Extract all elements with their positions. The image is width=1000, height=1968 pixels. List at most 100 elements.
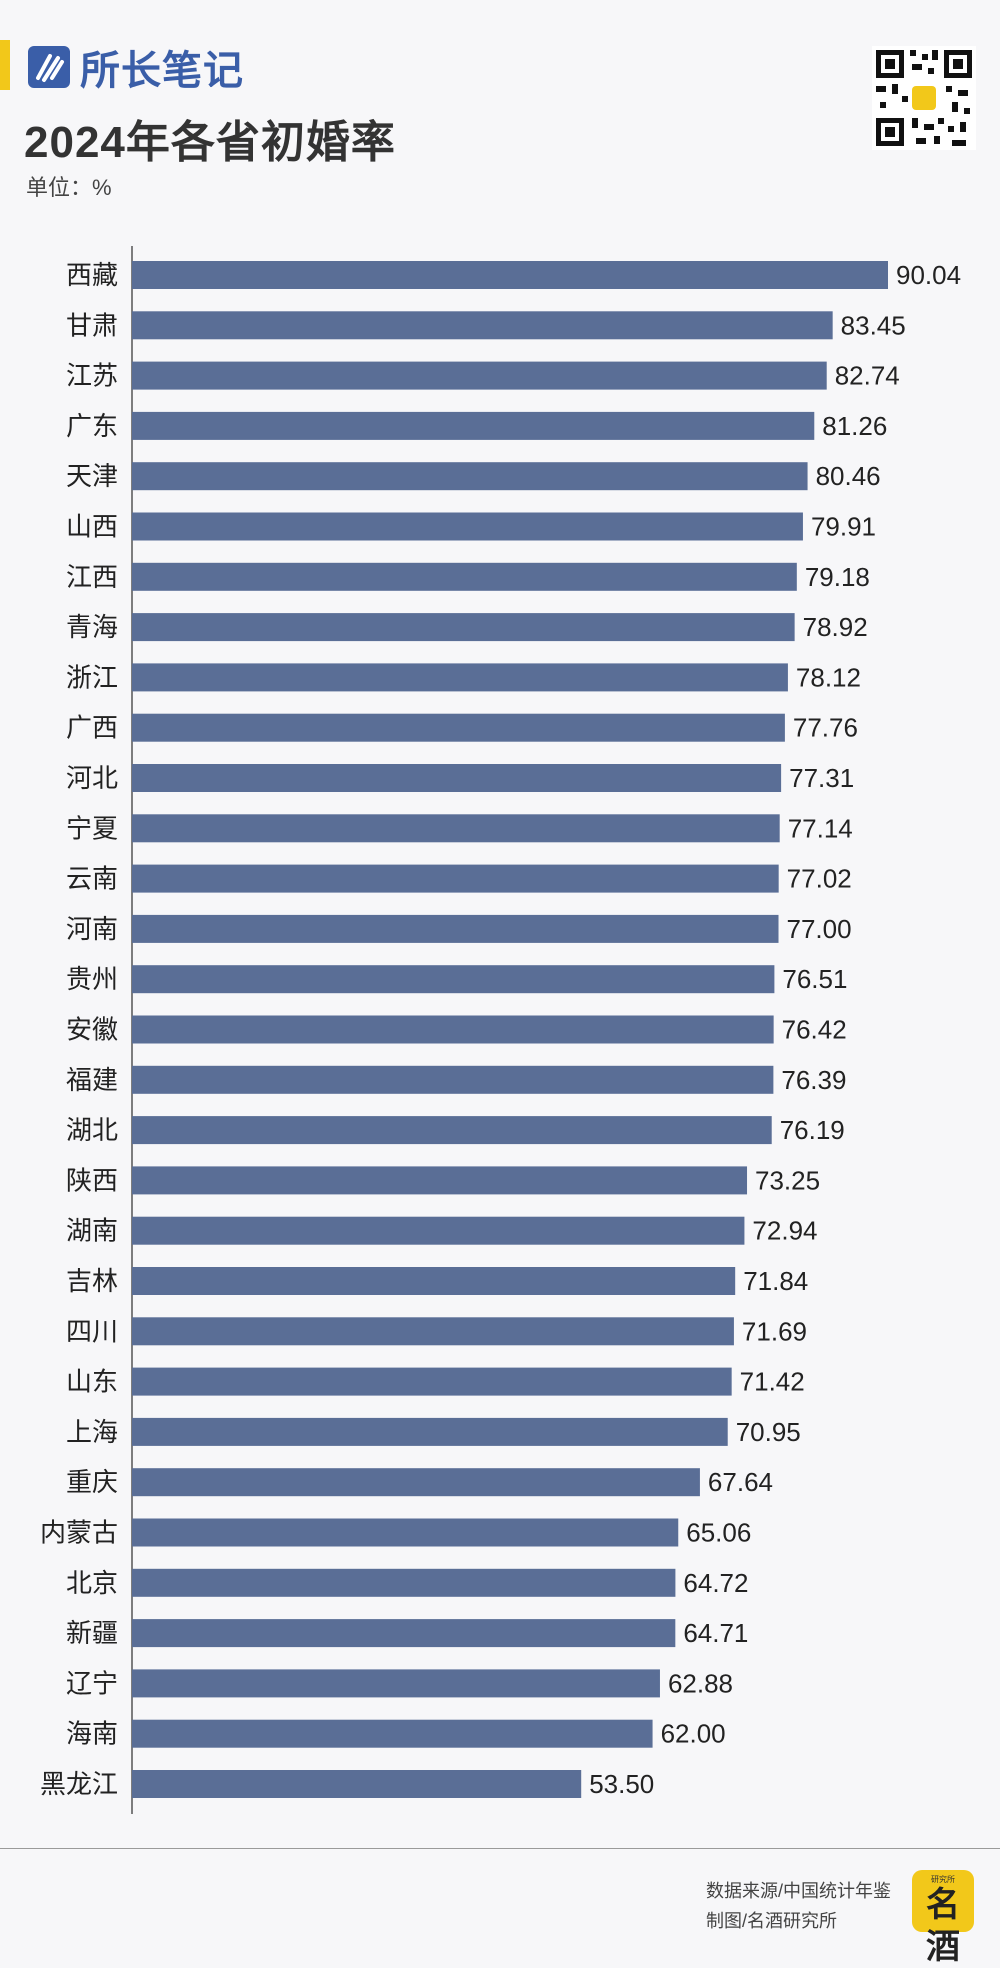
bar-30 bbox=[132, 1770, 582, 1798]
value-label: 77.76 bbox=[793, 713, 858, 743]
value-label: 78.92 bbox=[803, 612, 868, 642]
category-label: 安徽 bbox=[66, 1015, 118, 1045]
unit-label: 单位：% bbox=[26, 175, 112, 200]
bar-8 bbox=[132, 663, 788, 692]
value-label: 73.25 bbox=[755, 1165, 820, 1195]
category-label: 重庆 bbox=[66, 1467, 118, 1497]
bar-17 bbox=[132, 1116, 772, 1145]
brand: 所长笔记 bbox=[26, 38, 244, 96]
value-label: 67.64 bbox=[708, 1467, 773, 1497]
bar-19 bbox=[132, 1216, 745, 1245]
category-label: 贵州 bbox=[66, 964, 118, 994]
bar-25 bbox=[132, 1518, 679, 1547]
category-label: 广西 bbox=[66, 713, 118, 743]
category-label: 四川 bbox=[66, 1316, 118, 1346]
value-label: 71.69 bbox=[742, 1316, 807, 1346]
value-label: 90.04 bbox=[896, 260, 961, 290]
category-label: 黑龙江 bbox=[40, 1769, 118, 1799]
value-label: 71.42 bbox=[740, 1367, 805, 1397]
bar-3 bbox=[132, 411, 815, 440]
accent-bar bbox=[0, 40, 10, 90]
value-label: 76.42 bbox=[782, 1015, 847, 1045]
category-label: 辽宁 bbox=[66, 1668, 118, 1698]
bar-16 bbox=[132, 1065, 774, 1094]
category-label: 云南 bbox=[66, 864, 118, 894]
value-label: 53.50 bbox=[589, 1769, 654, 1799]
category-label: 甘肃 bbox=[66, 310, 118, 340]
value-label: 79.91 bbox=[811, 512, 876, 542]
bar-10 bbox=[132, 764, 782, 792]
notebook-logo-icon bbox=[28, 46, 70, 88]
value-label: 83.45 bbox=[841, 310, 906, 340]
bar-21 bbox=[132, 1317, 734, 1346]
bar-9 bbox=[132, 713, 785, 742]
stamp-top-text: 研究所 bbox=[931, 1875, 955, 1884]
value-label: 62.00 bbox=[661, 1719, 726, 1749]
category-label: 江西 bbox=[66, 562, 118, 592]
stamp-main-text: 名酒 bbox=[926, 1886, 960, 1966]
category-label: 陕西 bbox=[66, 1165, 118, 1195]
category-label: 河南 bbox=[66, 914, 118, 944]
category-label: 福建 bbox=[66, 1065, 118, 1095]
category-label: 湖南 bbox=[66, 1216, 118, 1246]
category-label: 北京 bbox=[66, 1568, 118, 1598]
credit-text: 制图/名酒研究所 bbox=[706, 1911, 838, 1931]
value-label: 76.51 bbox=[782, 964, 847, 994]
qr-code-icon bbox=[872, 46, 976, 150]
bar-12 bbox=[132, 864, 779, 893]
bar-2 bbox=[132, 361, 827, 390]
bar-24 bbox=[132, 1468, 700, 1497]
category-label: 上海 bbox=[66, 1417, 118, 1447]
category-label: 江苏 bbox=[66, 361, 118, 391]
category-label: 山西 bbox=[66, 512, 118, 542]
value-label: 76.19 bbox=[780, 1115, 845, 1145]
bar-5 bbox=[132, 512, 803, 541]
category-label: 吉林 bbox=[66, 1266, 118, 1296]
bar-27 bbox=[132, 1619, 676, 1648]
page-title: 2024年各省初婚率 bbox=[24, 118, 396, 167]
value-label: 65.06 bbox=[686, 1518, 751, 1548]
bar-15 bbox=[132, 1015, 774, 1044]
source-text: 数据来源/中国统计年鉴 bbox=[706, 1881, 891, 1901]
category-label: 湖北 bbox=[66, 1115, 118, 1145]
bar-28 bbox=[132, 1669, 660, 1698]
value-label: 64.71 bbox=[683, 1618, 748, 1648]
value-label: 77.00 bbox=[787, 914, 852, 944]
value-label: 81.26 bbox=[822, 411, 887, 441]
value-label: 77.31 bbox=[789, 763, 854, 793]
bar-26 bbox=[132, 1568, 676, 1597]
bar-23 bbox=[132, 1417, 728, 1446]
value-label: 82.74 bbox=[835, 361, 900, 391]
value-label: 64.72 bbox=[683, 1568, 748, 1598]
value-label: 79.18 bbox=[805, 562, 870, 592]
bar-7 bbox=[132, 613, 795, 642]
value-label: 70.95 bbox=[736, 1417, 801, 1447]
brand-stamp-icon: 研究所 名酒 bbox=[912, 1870, 974, 1966]
bar-22 bbox=[132, 1367, 732, 1396]
category-label: 天津 bbox=[66, 461, 118, 491]
bar-13 bbox=[132, 914, 779, 943]
value-label: 78.12 bbox=[796, 662, 861, 692]
bar-4 bbox=[132, 462, 808, 491]
value-label: 80.46 bbox=[816, 461, 881, 491]
bar-chart: 西藏 90.04 甘肃 83.45 江苏 82.74 广东 81.26 天津 80.46 山西 79.… bbox=[40, 246, 961, 1814]
category-label: 新疆 bbox=[66, 1618, 118, 1648]
brand-name: 所长笔记 bbox=[80, 49, 244, 93]
bar-11 bbox=[132, 814, 780, 843]
category-label: 西藏 bbox=[66, 260, 118, 290]
bar-18 bbox=[132, 1166, 748, 1195]
bar-14 bbox=[132, 965, 775, 994]
value-label: 76.39 bbox=[781, 1065, 846, 1095]
source-note: 数据来源/中国统计年鉴 制图/名酒研究所 bbox=[706, 1876, 891, 1936]
category-label: 河北 bbox=[66, 763, 118, 793]
category-label: 浙江 bbox=[66, 662, 118, 692]
bar-0 bbox=[132, 261, 888, 289]
category-label: 海南 bbox=[66, 1719, 118, 1749]
bar-29 bbox=[132, 1719, 653, 1748]
footer-divider bbox=[0, 1848, 1000, 1849]
value-label: 77.14 bbox=[788, 813, 853, 843]
bar-20 bbox=[132, 1267, 736, 1295]
bar-1 bbox=[132, 311, 833, 340]
value-label: 72.94 bbox=[752, 1216, 817, 1246]
category-label: 宁夏 bbox=[66, 813, 118, 843]
